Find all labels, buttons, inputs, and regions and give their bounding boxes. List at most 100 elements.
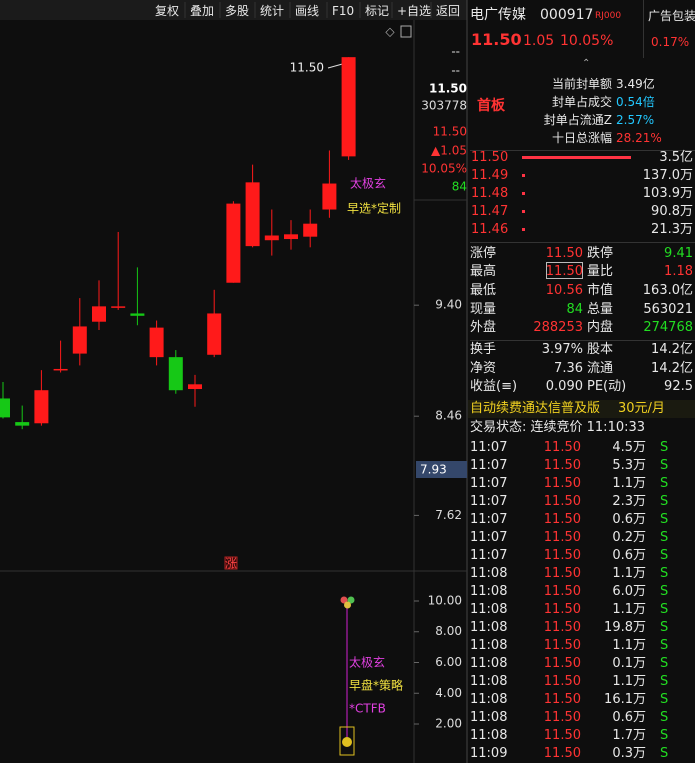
toolbar-button[interactable]: 标记 xyxy=(365,4,390,18)
trade-price: 11.50 xyxy=(543,674,581,689)
ad-box[interactable] xyxy=(643,0,695,58)
candle-body xyxy=(72,326,87,354)
y-tick-label: 10.00 xyxy=(428,593,462,607)
stock-code: 000917 xyxy=(540,7,594,23)
seal-label: 封单占成交 xyxy=(551,95,612,109)
trade-side: S xyxy=(660,674,669,689)
trade-side: S xyxy=(660,530,669,545)
stat-label: 股本 xyxy=(587,342,614,357)
trade-side: S xyxy=(660,638,669,653)
annotation: 早盘*策略 xyxy=(349,678,403,693)
book-volume: 137.0万 xyxy=(642,168,693,183)
stat-label: 流通 xyxy=(587,361,614,376)
price: 11.50 xyxy=(471,30,522,49)
trade-volume: 0.6万 xyxy=(612,710,646,725)
window-icon[interactable] xyxy=(400,25,412,38)
banner-bg[interactable] xyxy=(468,400,695,418)
marker-box xyxy=(224,556,238,570)
trade-time: 11:07 xyxy=(470,494,508,509)
trade-volume: 6.0万 xyxy=(612,584,646,599)
book-price: 11.49 xyxy=(471,168,509,183)
trade-volume: 0.6万 xyxy=(612,548,646,563)
candle-body xyxy=(284,234,298,240)
y-tick-label: 8.00 xyxy=(435,624,462,638)
toolbar-button[interactable]: 叠加 xyxy=(190,4,215,18)
change: 1.05 xyxy=(523,33,555,49)
trade-side: S xyxy=(660,476,669,491)
trade-price: 11.50 xyxy=(543,458,581,473)
trade-price: 11.50 xyxy=(543,620,581,635)
trade-price: 11.50 xyxy=(543,710,581,725)
diamond-icon[interactable]: ◇ xyxy=(385,25,395,39)
candle-body xyxy=(245,182,260,247)
candle-body xyxy=(168,357,183,391)
candle-body xyxy=(53,368,68,371)
trade-volume: 1.1万 xyxy=(612,638,646,653)
trade-time: 11:08 xyxy=(470,566,508,581)
book-price: 11.50 xyxy=(471,150,509,165)
trade-price: 11.50 xyxy=(543,530,581,545)
stat-label: 换手 xyxy=(470,342,497,357)
stat-label: 跌停 xyxy=(587,246,614,261)
book-bar xyxy=(522,156,631,159)
trade-volume: 0.3万 xyxy=(612,746,646,761)
book-volume: 103.9万 xyxy=(642,186,693,201)
trade-price: 11.50 xyxy=(543,638,581,653)
toolbar-button[interactable]: 多股 xyxy=(225,4,250,18)
stat-value: 288253 xyxy=(533,320,583,335)
trade-volume: 1.1万 xyxy=(612,476,646,491)
stat-value: 84 xyxy=(566,302,583,317)
side-label: 11.50 xyxy=(433,125,467,139)
trade-volume: 1.7万 xyxy=(612,728,646,743)
stat-value: 7.36 xyxy=(554,361,583,376)
toolbar-button[interactable]: 返回 xyxy=(436,4,461,18)
trade-side: S xyxy=(660,656,669,671)
stat-value: 92.5 xyxy=(664,379,693,394)
candle-body xyxy=(322,183,337,210)
stat-label: 现量 xyxy=(470,302,497,317)
icon-dot xyxy=(347,596,355,604)
trade-side: S xyxy=(660,566,669,581)
trade-time: 11:08 xyxy=(470,710,508,725)
ad-pct[interactable]: 0.17% xyxy=(651,35,690,49)
badge: 首板 xyxy=(477,98,505,114)
trade-time: 11:07 xyxy=(470,458,508,473)
collapse-icon[interactable]: ⌃ xyxy=(582,58,591,69)
trade-time: 11:07 xyxy=(470,476,508,491)
trade-side: S xyxy=(660,692,669,707)
trade-volume: 0.6万 xyxy=(612,512,646,527)
toolbar-button[interactable]: 统计 xyxy=(260,4,285,18)
side-label: 84 xyxy=(452,180,467,194)
ad-label[interactable]: 广告包装 xyxy=(648,9,695,23)
candle-body xyxy=(92,306,106,322)
annotation: 太极玄 xyxy=(349,655,385,670)
book-volume: 21.3万 xyxy=(651,222,693,237)
trade-side: S xyxy=(660,512,669,527)
trade-side: S xyxy=(660,620,669,635)
stat-label: 净资 xyxy=(470,361,497,376)
side-label: 10.05% xyxy=(421,162,467,176)
trade-price: 11.50 xyxy=(543,656,581,671)
stat-value: 11.50 xyxy=(545,246,583,261)
trade-side: S xyxy=(660,728,669,743)
icon-dot xyxy=(340,596,348,604)
toolbar-bg xyxy=(0,0,467,20)
candle-body xyxy=(341,57,356,157)
toolbar-button[interactable]: F10 xyxy=(332,4,355,18)
toolbar-button[interactable]: 画线 xyxy=(295,4,320,18)
book-price: 11.47 xyxy=(471,204,509,219)
annotation: *CTFB xyxy=(349,702,386,716)
bag-icon xyxy=(339,726,355,756)
trade-price: 11.50 xyxy=(543,440,581,455)
trade-time: 11:08 xyxy=(470,728,508,743)
banner-product[interactable]: 自动续费通达信普及版 xyxy=(470,401,601,416)
toolbar-button[interactable]: 复权 xyxy=(155,4,180,18)
y-tick-label: 2.00 xyxy=(435,717,462,731)
side-label: ▲1.05 xyxy=(431,144,467,158)
trade-price: 11.50 xyxy=(543,728,581,743)
stat-value: 9.41 xyxy=(664,246,693,261)
book-bar xyxy=(522,192,525,195)
banner-price[interactable]: 30元/月 xyxy=(618,401,665,416)
toolbar-button[interactable]: +自选 xyxy=(397,4,432,18)
divider xyxy=(470,340,695,341)
